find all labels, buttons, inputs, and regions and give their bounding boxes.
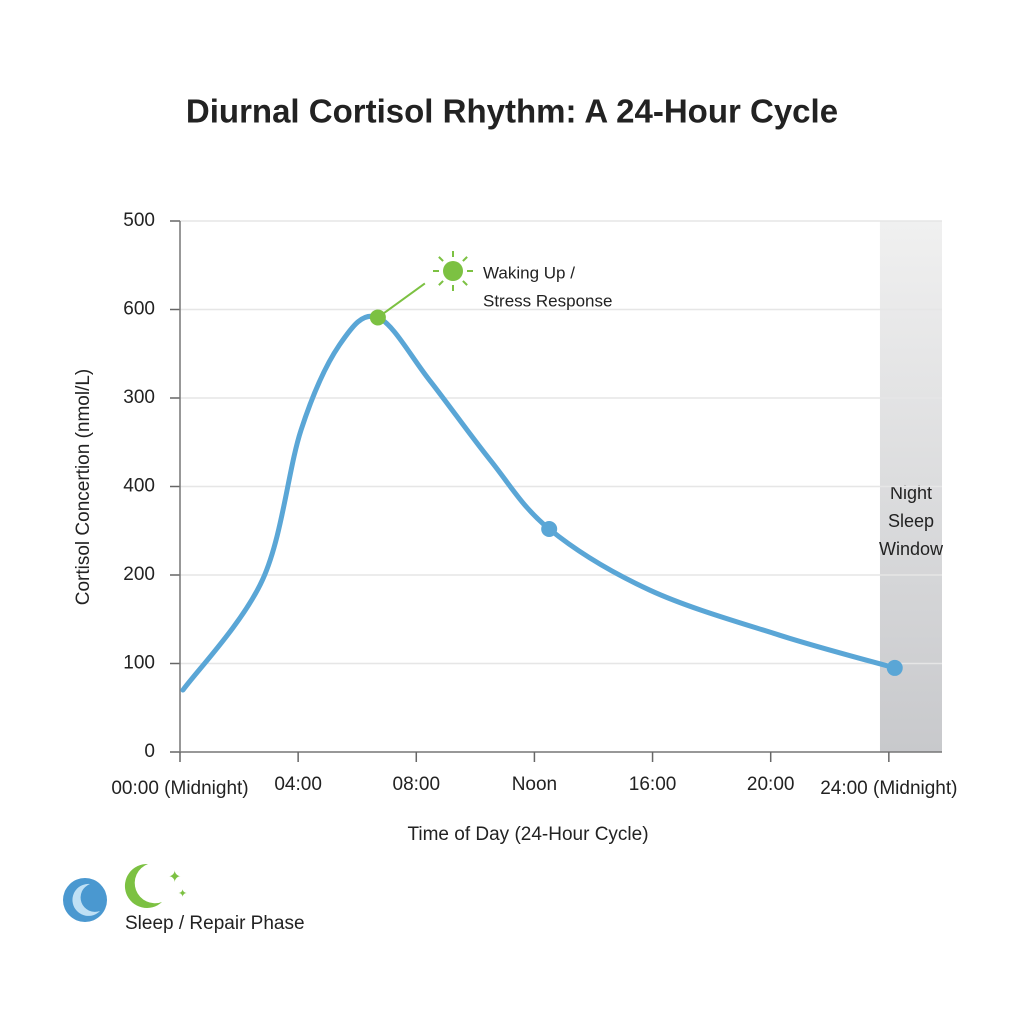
sun-ray bbox=[462, 256, 468, 262]
x-axis-label: Time of Day (24-Hour Cycle) bbox=[407, 824, 648, 845]
sun-ray bbox=[438, 280, 444, 286]
x-tick-label: 04:00 bbox=[274, 774, 322, 795]
x-tick-label: Noon bbox=[512, 774, 557, 795]
y-tick-label: 400 bbox=[123, 476, 155, 497]
moon-icon bbox=[72, 883, 100, 916]
chart-title: Diurnal Cortisol Rhythm: A 24-Hour Cycle bbox=[186, 93, 838, 130]
y-axis-label: Cortisol Concertion (nmol/L) bbox=[73, 369, 94, 606]
star-icon: ✦ bbox=[168, 869, 181, 886]
annotation-text: Stress Response bbox=[483, 291, 612, 310]
x-tick-label: 08:00 bbox=[393, 774, 441, 795]
y-tick-label: 200 bbox=[123, 564, 155, 585]
data-point bbox=[886, 659, 903, 676]
moon-icon bbox=[124, 863, 162, 908]
sun-ray bbox=[438, 256, 444, 262]
y-tick-label: 600 bbox=[123, 299, 155, 320]
shaded-label: Night bbox=[890, 483, 932, 503]
data-point bbox=[369, 309, 386, 326]
star-icon: ✦ bbox=[178, 888, 187, 900]
y-tick-label: 100 bbox=[123, 653, 155, 674]
legend-text: Sleep / Repair Phase bbox=[125, 913, 305, 934]
legend: ✦ ✦ Sleep / Repair Phase bbox=[63, 863, 305, 934]
shaded-label: Window bbox=[879, 539, 944, 559]
y-tick-label: 300 bbox=[123, 387, 155, 408]
cortisol-line bbox=[180, 313, 898, 693]
x-tick-label: 20:00 bbox=[747, 774, 795, 795]
sun-ray bbox=[462, 280, 468, 286]
annotation-text: Waking Up / bbox=[483, 263, 575, 282]
shaded-label: Sleep bbox=[888, 511, 934, 531]
x-tick-label: 24:00 (Midnight) bbox=[820, 778, 957, 799]
x-tick-label: 16:00 bbox=[629, 774, 677, 795]
data-point bbox=[541, 520, 558, 537]
y-tick-label: 500 bbox=[123, 210, 155, 231]
y-tick-label: 0 bbox=[144, 741, 155, 762]
sun-icon bbox=[443, 261, 463, 281]
x-tick-label: 00:00 (Midnight) bbox=[111, 778, 248, 799]
annotation-leader bbox=[377, 282, 426, 319]
moon-icon bbox=[63, 878, 107, 922]
